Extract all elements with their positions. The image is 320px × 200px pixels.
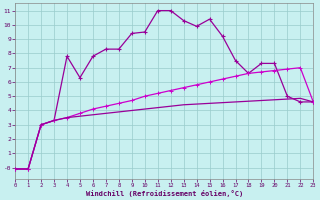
X-axis label: Windchill (Refroidissement éolien,°C): Windchill (Refroidissement éolien,°C) — [85, 190, 243, 197]
